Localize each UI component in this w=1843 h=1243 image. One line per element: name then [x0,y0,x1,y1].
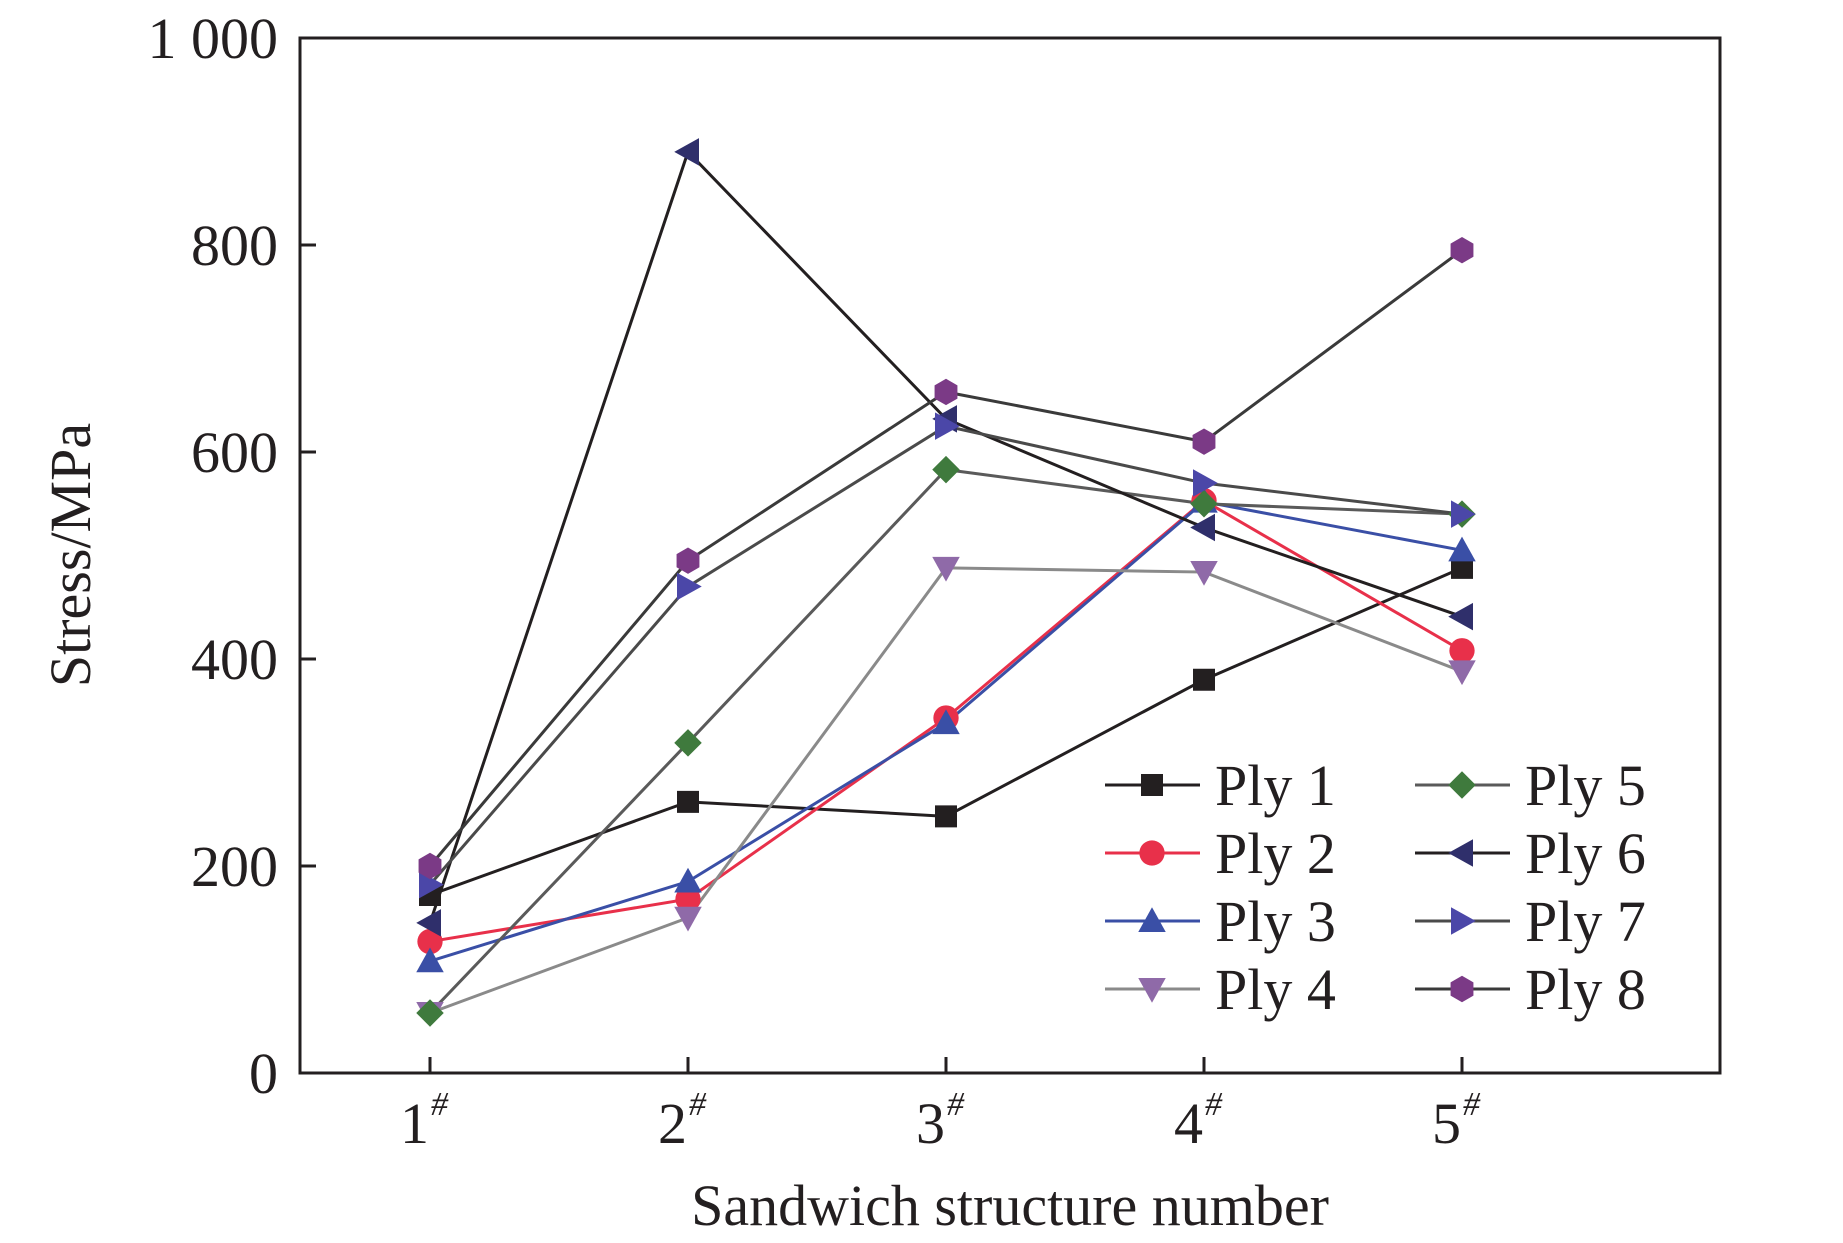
legend-marker [1448,839,1473,867]
data-point-ply-2 [417,928,443,955]
x-axis: 1# 2# 3# 4# 5# [400,1057,1481,1156]
data-point-ply-2 [675,886,701,912]
data-point-ply-4 [932,556,960,582]
x-tick-label: 4# [1174,1086,1223,1156]
legend-label: Ply 2 [1215,821,1336,886]
x-tick-label: 1# [400,1086,449,1156]
legend-label: Ply 8 [1525,957,1646,1022]
legend-marker [1451,907,1476,935]
legend-label: Ply 7 [1525,889,1646,954]
data-point-ply-1 [935,805,957,828]
data-point-ply-8 [1450,236,1474,264]
data-point-ply-4 [1190,561,1218,586]
data-point-ply-6 [1448,602,1473,631]
data-point-ply-5 [674,729,702,757]
data-point-ply-4 [674,906,702,932]
y-tick-label: 0 [249,1041,278,1106]
data-point-ply-7 [1193,469,1218,497]
data-point-ply-8 [934,378,958,406]
legend-item-ply-5: Ply 5 [1415,753,1646,818]
data-point-ply-5 [1190,490,1218,518]
y-tick-label: 800 [191,213,278,278]
legend-marker [1450,975,1474,1003]
data-point-ply-1 [677,790,699,813]
data-point-ply-8 [1192,428,1216,455]
legend-label: Ply 6 [1525,821,1646,886]
legend-marker [1138,978,1166,1003]
data-point-ply-6 [674,138,699,166]
data-point-ply-8 [676,547,700,574]
data-point-ply-4 [1448,660,1476,686]
plot-frame [298,36,1722,1075]
legend-label: Ply 4 [1215,957,1336,1022]
legend-item-ply-4: Ply 4 [1105,957,1336,1022]
legend-marker [1138,907,1166,932]
legend-item-ply-3: Ply 3 [1105,889,1336,954]
data-point-ply-1 [1451,556,1473,579]
data-point-ply-5 [416,999,444,1027]
legend-label: Ply 3 [1215,889,1336,954]
series-markers [416,138,1476,1027]
data-point-ply-6 [1190,513,1215,542]
legend-item-ply-1: Ply 1 [1105,753,1336,818]
legend-marker [1448,771,1476,799]
data-point-ply-7 [419,870,444,899]
legend-marker [1139,840,1165,866]
data-point-ply-7 [677,572,702,601]
data-point-ply-3 [416,947,444,973]
y-tick-label: 600 [191,420,278,485]
y-tick-label: 400 [191,627,278,692]
legend-label: Ply 1 [1215,753,1336,818]
data-point-ply-2 [1449,638,1475,664]
legend-item-ply-8: Ply 8 [1415,957,1646,1022]
x-tick-label: 3# [916,1086,965,1156]
data-point-ply-3 [932,709,960,735]
y-tick-label: 200 [191,834,278,899]
data-point-ply-7 [1451,500,1476,528]
y-tick-label: 1 000 [148,6,279,71]
data-point-ply-6 [416,909,441,937]
data-point-ply-3 [674,867,702,893]
y-axis-title: Stress/MPa [38,423,103,687]
x-axis-title: Sandwich structure number [691,1173,1329,1238]
data-point-ply-7 [935,412,960,440]
legend-item-ply-7: Ply 7 [1415,889,1646,954]
legend-marker [1141,774,1163,796]
legend-item-ply-6: Ply 6 [1415,821,1646,886]
y-axis: 0 200 400 600 800 1 000 [148,6,316,1106]
data-point-ply-5 [932,455,960,484]
legend-item-ply-2: Ply 2 [1105,821,1336,886]
x-tick-label: 5# [1432,1086,1481,1156]
legend-label: Ply 5 [1525,753,1646,818]
x-tick-label: 2# [658,1086,707,1156]
data-point-ply-8 [418,852,442,880]
data-point-ply-1 [1193,668,1215,691]
data-point-ply-3 [1448,536,1476,562]
